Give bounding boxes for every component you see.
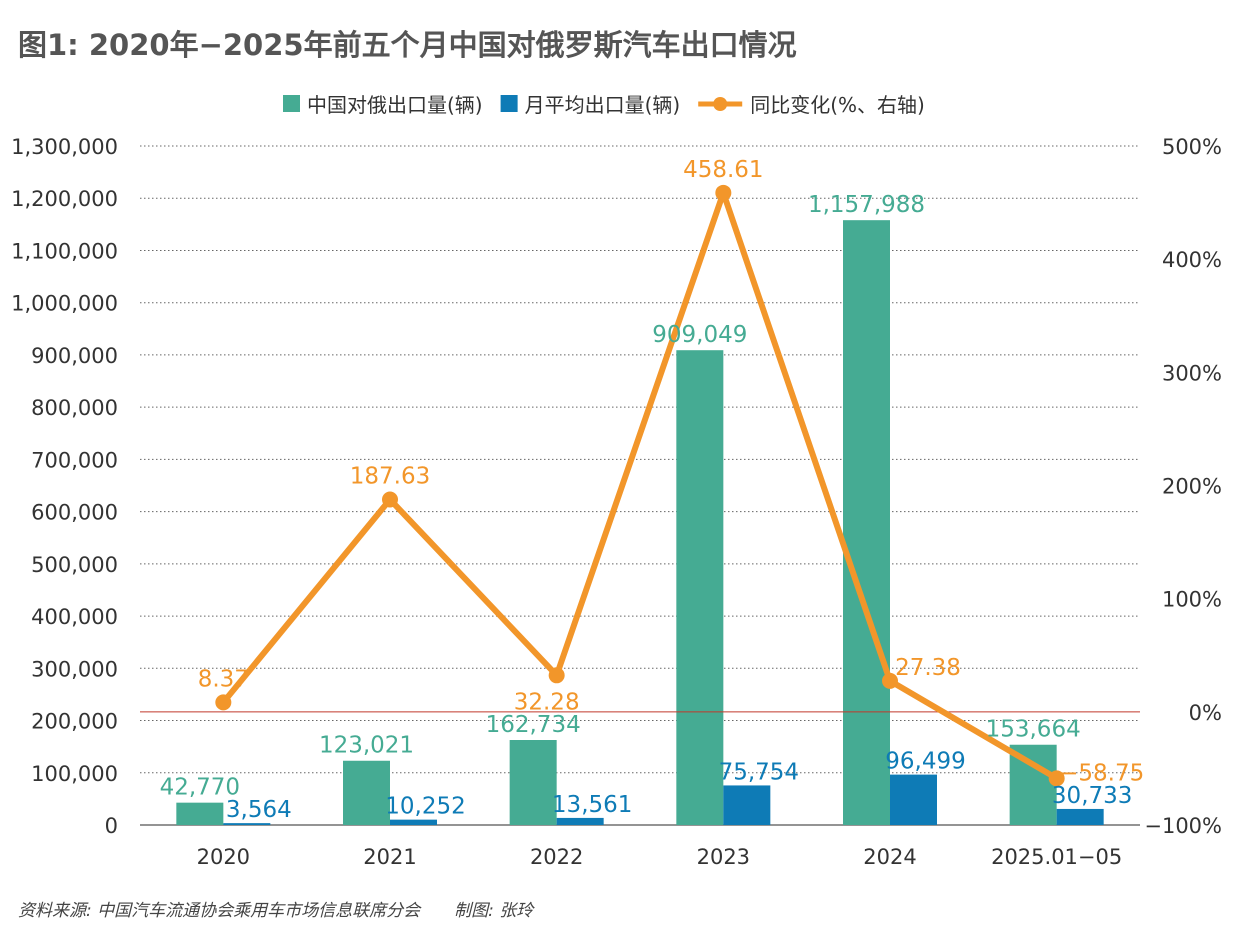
yoy-point [1048,770,1065,787]
legend-swatch [500,95,518,112]
left-tick-label: 1,100,000 [11,239,118,263]
yoy-point [548,667,565,684]
legend: 中国对俄出口量(辆) 月平均出口量(辆) 同比变化(%、右轴) [283,93,925,117]
left-tick-label: 100,000 [31,762,118,786]
x-axis: 2020 2021 2022 2023 2024 2025.01−05 [197,845,1123,869]
yoy-point [715,184,732,201]
left-tick-label: 1,000,000 [11,292,118,316]
left-tick-label: 1,200,000 [11,187,118,211]
left-tick-label: 1,300,000 [11,135,118,159]
label-total: 162,734 [486,712,581,738]
bar-total [509,740,557,825]
bar-monthly [890,774,937,825]
left-tick-label: 300,000 [31,657,118,681]
right-tick-label: 300% [1162,361,1222,385]
bar-monthly [390,819,437,825]
right-tick-label: −100% [1144,814,1222,838]
legend-swatch-dot [713,97,728,111]
bar-monthly [1056,808,1104,825]
label-monthly: 75,754 [719,759,799,785]
left-tick-label: 600,000 [31,501,118,525]
legend-label: 月平均出口量(辆) [525,93,681,117]
yoy-point [382,491,398,508]
label-total: 1,157,988 [808,192,925,218]
left-tick-label: 400,000 [31,605,118,629]
label-monthly: 10,252 [385,794,465,820]
bar-total [176,802,224,825]
left-tick-label: 800,000 [31,396,118,420]
gridlines [140,145,1140,826]
legend-swatch [283,95,300,112]
category-label: 2022 [530,845,583,869]
yoy-point [215,694,232,711]
label-yoy: 458.61 [683,157,763,183]
credit-text: 制图: 张玲 [454,901,534,921]
source-note: 资料来源: 中国汽车流通协会乘用车市场信息联席分会 制图: 张玲 [18,896,533,921]
label-monthly: 96,499 [885,749,965,775]
category-label: 2020 [197,845,250,869]
bar-monthly [723,785,771,825]
legend-label: 同比变化(%、右轴) [750,93,925,117]
left-tick-label: 0 [105,814,118,838]
left-tick-label: 200,000 [31,710,118,734]
label-total: 42,770 [160,775,240,801]
label-total: 909,049 [652,322,747,348]
right-tick-label: 0% [1189,701,1222,725]
left-tick-label: 900,000 [31,344,118,368]
label-monthly: 13,561 [552,792,632,818]
source-text: 资料来源: 中国汽车流通协会乘用车市场信息联席分会 [18,901,421,921]
bar-total [676,350,724,825]
label-yoy: −58.75 [1059,760,1144,786]
left-axis: 0 100,000 200,000 300,000 400,000 500,000 600,… [11,135,118,838]
category-label: 2021 [363,845,416,869]
bar-total [843,220,890,826]
chart-title: 图1: 2020年−2025年前五个月中国对俄罗斯汽车出口情况 [18,28,797,62]
category-label: 2024 [863,845,916,869]
label-monthly: 3,564 [226,797,292,823]
bar-monthly [223,823,271,825]
right-tick-label: 400% [1162,248,1222,272]
label-yoy: 27.38 [895,655,961,681]
right-axis: −100% 0% 100% 200% 300% 400% 500% [1144,135,1222,838]
bar-monthly [556,817,604,825]
label-yoy: 187.63 [350,463,430,489]
left-tick-label: 700,000 [31,448,118,472]
left-tick-label: 500,000 [31,553,118,577]
label-total: 153,664 [986,717,1081,743]
right-tick-label: 500% [1162,135,1222,159]
legend-label: 中国对俄出口量(辆) [307,93,483,117]
label-total: 123,021 [319,733,414,759]
category-label: 2023 [697,845,750,869]
category-label: 2025.01−05 [991,845,1122,869]
right-tick-label: 100% [1162,588,1222,612]
label-yoy: 32.28 [514,689,580,715]
right-tick-label: 200% [1162,475,1222,499]
yoy-line-path [221,189,1059,781]
yoy-point [882,672,898,689]
bars [176,220,1104,826]
label-yoy: 8.37 [198,666,249,692]
label-monthly: 30,733 [1052,783,1132,809]
yoy-line [215,184,1065,787]
bar-total [343,760,390,825]
